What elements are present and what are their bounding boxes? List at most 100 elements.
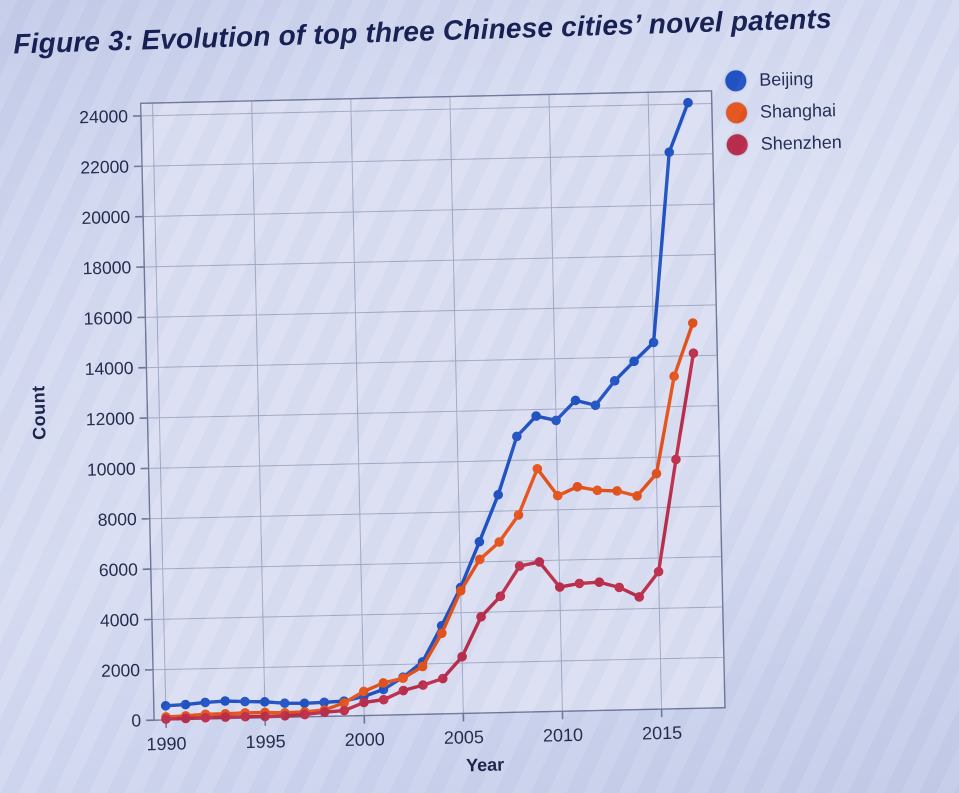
data-point — [260, 711, 270, 722]
svg-text:8000: 8000 — [98, 509, 138, 530]
y-axis-label: Count — [28, 385, 50, 441]
data-point — [634, 592, 645, 602]
plot-frame — [139, 90, 726, 721]
data-point — [319, 697, 330, 708]
series-line — [164, 351, 696, 721]
data-point — [683, 97, 693, 108]
series-shenzhen — [161, 348, 699, 724]
data-point — [648, 337, 659, 348]
data-point — [378, 678, 389, 688]
data-point — [299, 698, 310, 709]
svg-text:2010: 2010 — [543, 725, 583, 746]
data-point — [160, 701, 171, 711]
svg-text:6000: 6000 — [99, 559, 139, 580]
data-point — [476, 612, 486, 622]
svg-text:12000: 12000 — [86, 408, 135, 429]
data-point — [614, 582, 625, 593]
data-point — [512, 431, 522, 442]
legend-item-shanghai: Shanghai — [725, 98, 926, 124]
svg-text:2000: 2000 — [101, 660, 141, 681]
data-point — [531, 411, 541, 421]
legend-label: Shanghai — [759, 100, 837, 122]
data-point — [359, 697, 369, 708]
plot-area — [140, 90, 725, 721]
svg-text:1990: 1990 — [146, 733, 186, 754]
data-point — [436, 628, 447, 639]
data-point — [418, 680, 428, 690]
data-point — [574, 578, 585, 589]
data-point — [688, 348, 699, 359]
data-point — [513, 510, 524, 520]
data-point — [240, 711, 251, 722]
data-point — [534, 557, 545, 567]
data-point — [200, 697, 211, 708]
beijing-swatch-icon — [725, 70, 747, 92]
tick-marks — [132, 115, 663, 728]
data-point — [671, 454, 681, 465]
data-point — [280, 711, 290, 721]
data-point — [612, 486, 622, 496]
data-point — [494, 537, 505, 547]
shanghai-swatch-icon — [725, 102, 748, 124]
data-point — [161, 714, 171, 724]
data-point — [514, 561, 525, 571]
legend-label: Beijing — [759, 68, 814, 90]
data-point — [651, 468, 662, 479]
data-point — [259, 697, 270, 707]
data-point — [437, 673, 448, 684]
svg-text:22000: 22000 — [80, 157, 129, 178]
legend: Beijing Shanghai Shenzhen — [725, 66, 927, 166]
svg-text:20000: 20000 — [81, 207, 130, 228]
data-point — [632, 491, 642, 501]
data-point — [474, 554, 485, 565]
data-point — [474, 537, 485, 547]
x-axis-label: Year — [465, 754, 505, 776]
data-point — [200, 712, 211, 723]
data-point — [572, 481, 583, 492]
series-line — [164, 321, 695, 719]
data-point — [653, 566, 664, 577]
data-point — [532, 463, 543, 474]
data-point — [240, 696, 250, 707]
legend-item-beijing: Beijing — [725, 66, 925, 92]
legend-item-shenzhen: Shenzhen — [726, 130, 926, 156]
data-point — [339, 698, 349, 708]
data-point — [457, 651, 467, 662]
data-point — [629, 356, 639, 367]
data-point — [220, 712, 231, 722]
series-line — [164, 100, 690, 708]
svg-text:14000: 14000 — [85, 358, 134, 379]
data-point — [594, 577, 605, 588]
svg-text:0: 0 — [131, 710, 141, 730]
data-point — [664, 147, 675, 157]
svg-text:2005: 2005 — [444, 727, 484, 748]
data-point — [398, 673, 408, 684]
svg-text:2015: 2015 — [642, 723, 682, 744]
data-point — [570, 395, 581, 406]
data-point — [551, 415, 561, 426]
svg-text:16000: 16000 — [83, 308, 132, 329]
data-point — [609, 376, 620, 386]
data-point — [590, 400, 601, 411]
data-point — [398, 685, 409, 696]
data-point — [552, 490, 563, 501]
legend-label: Shenzhen — [760, 132, 842, 154]
data-point — [299, 709, 310, 720]
data-point — [220, 696, 230, 706]
data-point — [687, 318, 698, 328]
data-point — [180, 713, 191, 724]
data-point — [495, 591, 506, 602]
shenzhen-swatch-icon — [726, 134, 748, 156]
data-point — [180, 699, 191, 710]
data-point — [378, 694, 389, 705]
svg-text:24000: 24000 — [79, 106, 128, 127]
svg-text:18000: 18000 — [82, 257, 131, 278]
data-point — [417, 661, 428, 672]
svg-text:1995: 1995 — [245, 731, 285, 752]
data-point — [455, 586, 466, 596]
data-point — [358, 686, 369, 697]
data-point — [592, 485, 603, 496]
svg-text:10000: 10000 — [87, 459, 136, 480]
